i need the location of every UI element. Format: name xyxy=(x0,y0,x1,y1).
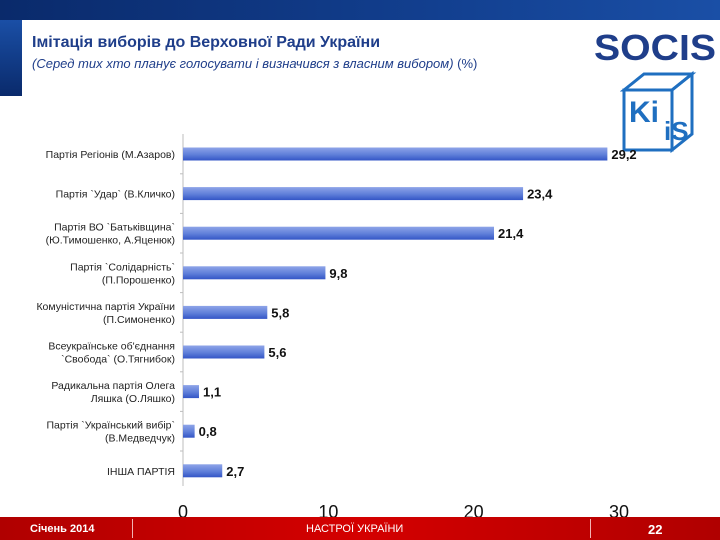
page-number: 22 xyxy=(648,522,663,537)
bar xyxy=(183,226,495,240)
category-label: (Ю.Тимошенко, А.Яценюк) xyxy=(46,235,175,247)
category-label: Всеукраїнське об'єднання xyxy=(48,341,175,353)
bar-value-label: 0,8 xyxy=(199,424,217,439)
category-label: `Свобода` (О.Тягнибок) xyxy=(61,354,175,366)
footer-divider xyxy=(590,519,591,538)
x-tick-label: 30 xyxy=(609,502,629,520)
category-label: (П.Порошенко) xyxy=(102,274,175,286)
category-label: Радикальна партія Олега xyxy=(51,380,175,392)
socis-logo: SOCIS xyxy=(594,28,716,66)
category-label: ІНША ПАРТІЯ xyxy=(107,466,175,478)
category-label: (В.Медведчук) xyxy=(105,433,175,445)
category-label: Партія `Солідарність` xyxy=(70,261,175,273)
category-label: Партія Регіонів (М.Азаров) xyxy=(46,149,175,161)
bar xyxy=(183,147,608,161)
footer-bar: Січень 2014 НАСТРОЇ УКРАЇНИ 22 xyxy=(0,517,720,540)
subtitle-unit: (%) xyxy=(457,56,478,71)
subtitle-note: (Серед тих хто планує голосувати і визна… xyxy=(32,56,454,71)
footer-title: НАСТРОЇ УКРАЇНИ xyxy=(306,523,404,535)
bar xyxy=(183,187,524,201)
bar xyxy=(183,305,268,319)
bar xyxy=(183,464,223,478)
slide-title: Імітація виборів до Верховної Ради Украї… xyxy=(32,34,381,51)
bar-value-label: 5,6 xyxy=(268,345,286,360)
bar-value-label: 9,8 xyxy=(329,266,347,281)
category-label: Партія `Удар` (В.Кличко) xyxy=(56,189,175,201)
category-label: Ляшка (О.Ляшко) xyxy=(91,393,175,405)
category-label: (П.Симоненко) xyxy=(103,314,175,326)
top-banner xyxy=(0,0,720,20)
bar xyxy=(183,424,195,438)
bar-value-label: 2,7 xyxy=(226,464,244,479)
kiis-logo: Ki iS xyxy=(620,70,697,154)
slide-subtitle: (Серед тих хто планує голосувати і визна… xyxy=(32,56,477,71)
x-tick-label: 0 xyxy=(178,502,188,520)
x-tick-label: 20 xyxy=(464,502,484,520)
bar-value-label: 29,2 xyxy=(611,147,636,162)
bar-value-label: 23,4 xyxy=(527,187,553,202)
x-tick-label: 10 xyxy=(318,502,338,520)
bar xyxy=(183,266,326,280)
party-rating-bar-chart: 29,2 Партія Регіонів (М.Азаров) 23,4 Партія… xyxy=(36,134,637,520)
footer-divider xyxy=(132,519,133,538)
category-label: Партія ВО `Батьківщина` xyxy=(54,222,175,234)
kiis-logo-text-top: Ki xyxy=(629,96,659,129)
bar xyxy=(183,385,199,399)
socis-logo-text: SOCIS xyxy=(594,28,716,66)
category-label: Партія `Український вибір` xyxy=(46,420,175,432)
bar-value-label: 21,4 xyxy=(498,226,524,241)
side-accent-bar xyxy=(0,20,22,96)
footer-date: Січень 2014 xyxy=(30,523,95,535)
bar-value-label: 5,8 xyxy=(271,305,289,320)
bar xyxy=(183,345,265,359)
kiis-logo-text-bottom: iS xyxy=(664,116,689,146)
bar-value-label: 1,1 xyxy=(203,385,221,400)
category-label: Комуністична партія України xyxy=(36,301,175,313)
